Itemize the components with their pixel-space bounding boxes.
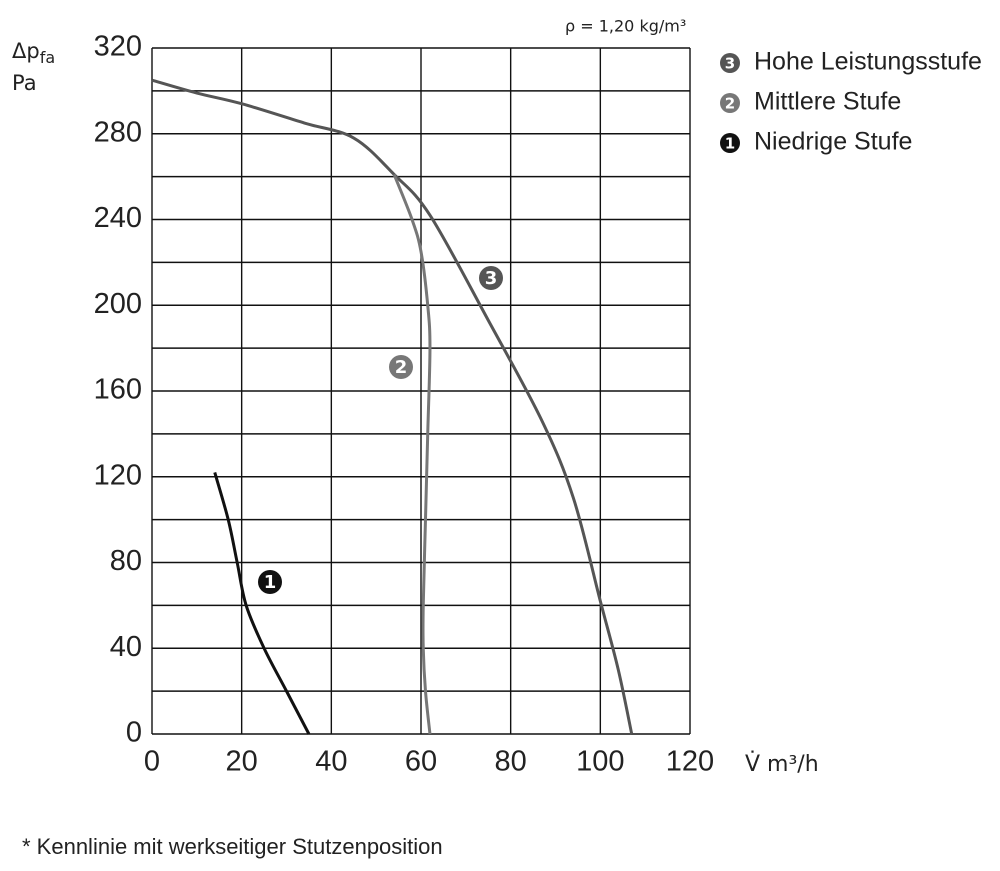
legend-badge [720, 93, 740, 113]
legend-badge-number: 3 [725, 55, 735, 73]
y-tick-label: 40 [110, 631, 142, 663]
y-tick-label: 0 [126, 717, 142, 749]
legend-label: Mittlere Stufe [754, 88, 901, 116]
curve-badge [258, 570, 282, 594]
legend-label: Niedrige Stufe [754, 128, 912, 156]
x-tick-label: 80 [495, 746, 527, 778]
curve-badge-number: 3 [485, 268, 498, 289]
y-tick-label: 120 [94, 459, 142, 491]
legend-badge-number: 2 [725, 95, 735, 113]
y-tick-label: 160 [94, 374, 142, 406]
y-tick-label: 240 [94, 202, 142, 234]
x-tick-label: 20 [226, 746, 258, 778]
y-tick-label: 320 [94, 31, 142, 63]
y-axis-unit: Pa [12, 71, 37, 95]
x-tick-label: 0 [144, 746, 160, 778]
x-axis-label: V̇ m³/h [745, 751, 819, 777]
legend-label: Hohe Leistungsstufe [754, 48, 982, 76]
curve-badge [479, 266, 503, 290]
legend-badge [720, 53, 740, 73]
footnote: * Kennlinie mit werkseitiger Stutzenposi… [22, 834, 443, 859]
legend-badge [720, 133, 740, 153]
y-tick-label: 280 [94, 116, 142, 148]
curve-badge-number: 1 [264, 572, 277, 593]
y-axis-label: Δpfa [12, 39, 55, 67]
y-label-sub: fa [40, 48, 55, 67]
x-tick-label: 40 [315, 746, 347, 778]
x-tick-label: 120 [666, 746, 714, 778]
curve-badge-number: 2 [395, 357, 408, 378]
x-tick-label: 100 [576, 746, 624, 778]
density-note: ρ = 1,20 kg/m³ [565, 17, 686, 36]
curve [213, 472, 311, 735]
curve-badge [389, 355, 413, 379]
y-label-main: Δp [12, 39, 40, 63]
y-tick-label: 200 [94, 288, 142, 320]
curve [392, 173, 432, 735]
x-tick-label: 60 [405, 746, 437, 778]
curve [151, 78, 634, 735]
legend-badge-number: 1 [725, 135, 735, 153]
y-tick-label: 80 [110, 545, 142, 577]
